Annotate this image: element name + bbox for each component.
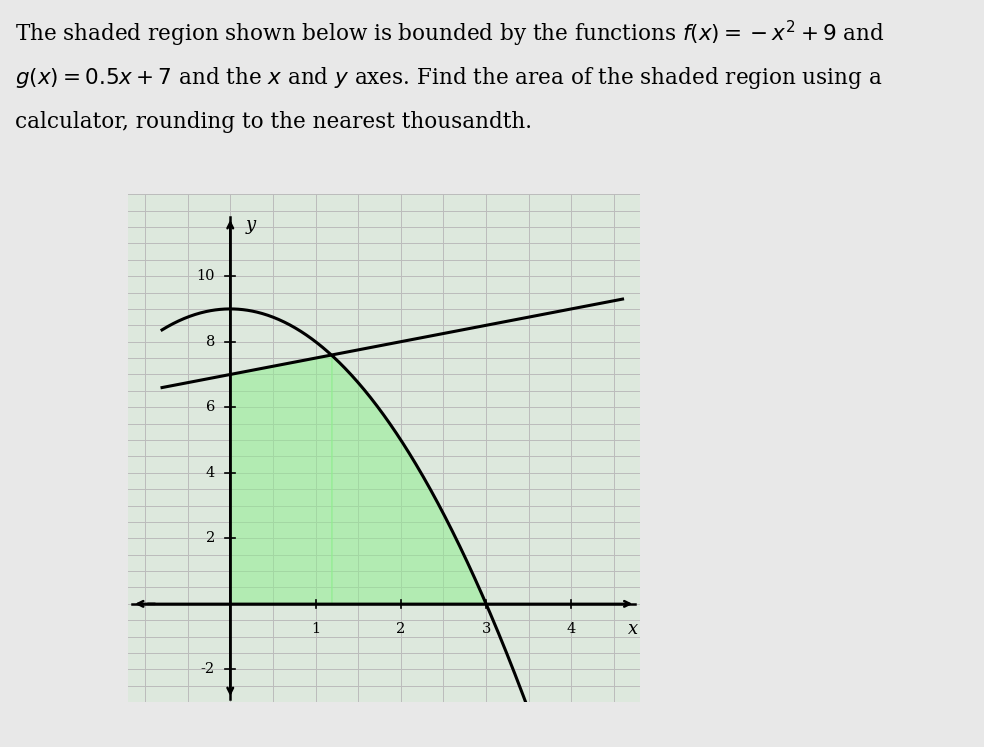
- Text: 3: 3: [481, 622, 491, 636]
- Text: -2: -2: [201, 663, 215, 676]
- Text: $g(x) = 0.5x + 7$ and the $x$ and $y$ axes. Find the area of the shaded region u: $g(x) = 0.5x + 7$ and the $x$ and $y$ ax…: [15, 65, 883, 91]
- Text: calculator, rounding to the nearest thousandth.: calculator, rounding to the nearest thou…: [15, 111, 531, 133]
- Text: 4: 4: [567, 622, 576, 636]
- Text: 10: 10: [197, 269, 215, 283]
- Text: 2: 2: [397, 622, 405, 636]
- Text: 8: 8: [206, 335, 215, 349]
- Text: The shaded region shown below is bounded by the functions $f(x) = -x^2 + 9$ and: The shaded region shown below is bounded…: [15, 19, 885, 49]
- Text: 4: 4: [206, 466, 215, 480]
- Text: 1: 1: [311, 622, 320, 636]
- Text: 6: 6: [206, 400, 215, 415]
- Text: 2: 2: [206, 531, 215, 545]
- Text: x: x: [628, 620, 638, 638]
- Text: y: y: [246, 216, 256, 234]
